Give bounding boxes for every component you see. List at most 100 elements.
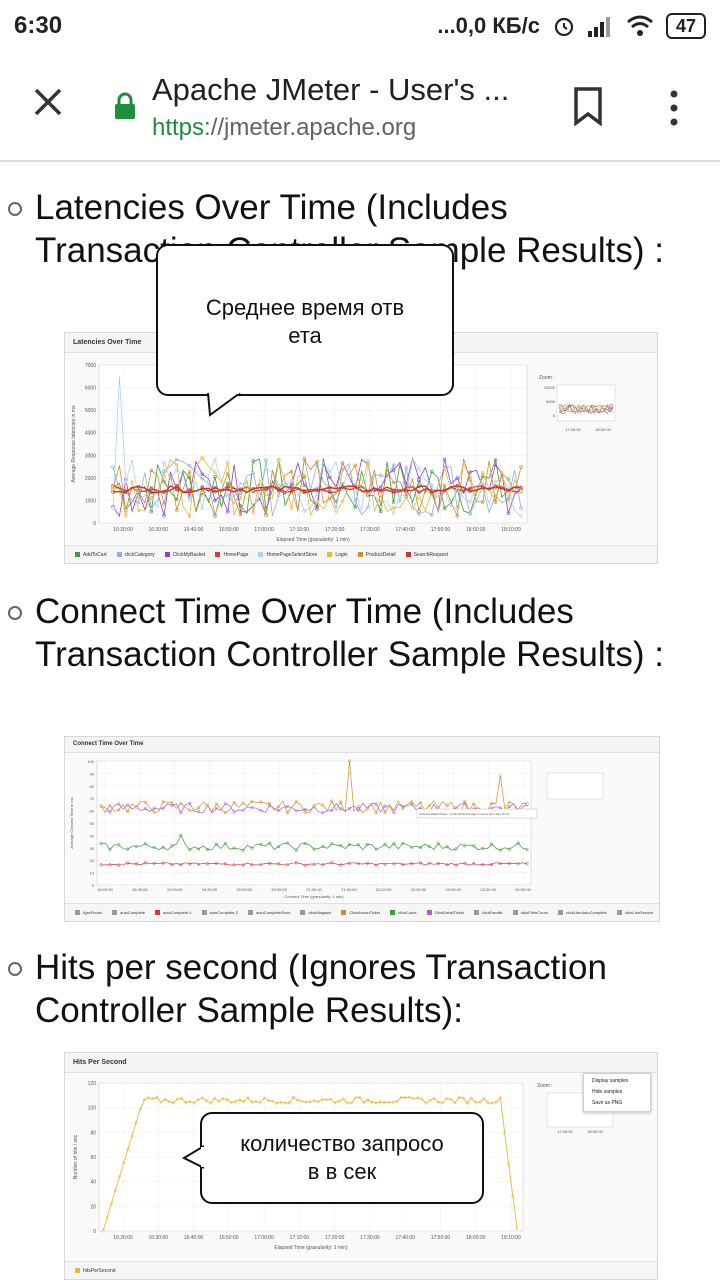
legend-item[interactable]: Login bbox=[327, 552, 348, 558]
page-title[interactable]: Apache JMeter - User's ... bbox=[152, 72, 510, 107]
x-tick-label: 16:50:00 bbox=[219, 1235, 239, 1241]
bubble-tail bbox=[182, 1145, 204, 1169]
series-line bbox=[112, 458, 522, 517]
zoom-y-tick: 5000 bbox=[546, 399, 556, 404]
legend-item[interactable]: autoComplete-1 bbox=[155, 910, 192, 916]
legend-item[interactable]: clickMagasin bbox=[300, 910, 332, 916]
legend-label: AddToCart bbox=[83, 552, 107, 558]
chart-context-menu: Display samples Hide samples Save as PNG bbox=[583, 1073, 651, 1112]
legend-item[interactable]: autoCompleteStore bbox=[247, 910, 290, 916]
legend-item[interactable]: AjaxFinder bbox=[75, 910, 102, 916]
legend-item[interactable]: clickLienAutoComplete bbox=[558, 910, 607, 916]
y-tick-label: 0 bbox=[93, 1229, 96, 1235]
legend-swatch bbox=[201, 910, 207, 916]
x-tick-label: 21:30:00 bbox=[341, 887, 357, 892]
legend-item[interactable]: HomePageSelectStore bbox=[258, 552, 317, 558]
legend-item[interactable]: ClickAnnonTicket bbox=[341, 910, 381, 916]
legend-swatch bbox=[247, 910, 253, 916]
legend-label: hitsPerSecond bbox=[83, 1268, 116, 1274]
chart-legend: AjaxFinder autoComplete autoComplete-1 auto… bbox=[65, 903, 659, 921]
x-tick-label: 17:30:00 bbox=[360, 527, 380, 533]
legend-label: clickFiltreCours bbox=[520, 910, 548, 915]
y-tick-label: 20 bbox=[90, 858, 95, 863]
legend-item[interactable]: HomePage bbox=[215, 552, 248, 558]
x-tick-label: 20:00:00 bbox=[237, 887, 253, 892]
more-menu-icon[interactable] bbox=[666, 88, 682, 128]
zoom-series-line bbox=[558, 403, 614, 415]
speech-bubble-hits: количество запросо в в сек bbox=[200, 1112, 484, 1204]
y-axis-label: Number of hits / sec bbox=[73, 1134, 79, 1179]
chart-title: Connect Time Over Time bbox=[65, 737, 659, 753]
legend-item[interactable]: clickCategory bbox=[116, 552, 155, 558]
legend-label: clickMagasin bbox=[308, 910, 332, 915]
lock-icon bbox=[115, 92, 135, 119]
x-tick-label: 23:00:00 bbox=[446, 887, 462, 892]
section-heading-latencies: Latencies Over Time (Includes Transactio… bbox=[35, 188, 664, 270]
section-heading-connect: Connect Time Over Time (Includes Transac… bbox=[35, 592, 664, 674]
menu-item-hide-samples[interactable]: Hide samples bbox=[592, 1089, 623, 1095]
y-tick-label: 30 bbox=[90, 846, 95, 851]
legend-item[interactable]: ProductDetail bbox=[357, 552, 396, 558]
connect-time-plot: 0 10 20 30 40 50 60 70 80 90 100 18:00:00 18:30:00 19… bbox=[69, 759, 604, 899]
connect-time-chart: Connect Time Over Time 0 10 20 30 40 50 60 70 80… bbox=[64, 736, 660, 922]
y-tick-label: 3000 bbox=[85, 453, 96, 459]
legend-item[interactable]: ClickMyBasket bbox=[164, 552, 205, 558]
list-bullet bbox=[8, 202, 22, 216]
y-tick-label: 50 bbox=[90, 821, 95, 826]
y-tick-label: 4000 bbox=[85, 431, 96, 437]
zoom-x-tick: 17:00:00 bbox=[565, 427, 581, 432]
legend-item[interactable]: autoComplete-2 bbox=[201, 910, 238, 916]
legend-swatch bbox=[258, 552, 264, 558]
legend-item[interactable]: AddToCart bbox=[75, 552, 107, 558]
y-axis-label: Average Connect Time in ms bbox=[69, 797, 74, 848]
y-tick-label: 100 bbox=[88, 1106, 97, 1112]
legend-item[interactable]: ClickDetailTicket bbox=[426, 910, 464, 916]
speech-bubble-latency: Среднее время отв ета bbox=[156, 244, 454, 396]
zoom-y-tick: 0 bbox=[553, 413, 556, 418]
legend-label: clickFamille bbox=[481, 910, 503, 915]
legend-item[interactable]: clickLienService bbox=[616, 910, 653, 916]
list-bullet bbox=[8, 962, 22, 976]
legend-swatch bbox=[116, 552, 122, 558]
y-tick-label: 40 bbox=[90, 833, 95, 838]
legend-item[interactable]: SearchRequest bbox=[405, 552, 448, 558]
x-axis-label: Connect Time (granularity: 1 min) bbox=[284, 894, 344, 899]
x-axis-label: Elapsed Time (granularity: 1 min) bbox=[276, 537, 350, 543]
status-time: 6:30 bbox=[14, 12, 63, 39]
legend-swatch bbox=[558, 910, 563, 916]
bubble-text: количество запросо в в сек bbox=[240, 1131, 444, 1184]
bubble-tail bbox=[207, 393, 241, 417]
chart-tooltip bbox=[416, 808, 538, 819]
section-heading-hits: Hits per second (Ignores Transaction Con… bbox=[35, 948, 607, 1030]
y-tick-label: 7000 bbox=[85, 363, 96, 369]
menu-item-save-png[interactable]: Save as PNG bbox=[592, 1100, 623, 1106]
close-icon[interactable] bbox=[30, 84, 66, 120]
bookmark-icon[interactable] bbox=[572, 86, 604, 126]
legend-swatch bbox=[390, 910, 396, 916]
series-line bbox=[112, 458, 522, 518]
page-url[interactable]: https://jmeter.apache.org bbox=[152, 114, 416, 142]
legend-item[interactable]: clickCours bbox=[390, 910, 417, 916]
y-tick-label: 0 bbox=[92, 883, 95, 888]
legend-item[interactable]: hitsPerSecond bbox=[75, 1268, 116, 1274]
legend-item[interactable]: clickFamille bbox=[473, 910, 503, 916]
legend-swatch bbox=[112, 910, 118, 916]
zoom-x-tick: 18:00:00 bbox=[595, 427, 611, 432]
x-tick-label: 21:00:00 bbox=[306, 887, 322, 892]
y-tick-label: 60 bbox=[90, 809, 95, 814]
menu-item-display-samples[interactable]: Display samples bbox=[592, 1078, 629, 1084]
legend-label: ClickDetailTicket bbox=[434, 910, 464, 915]
legend-label: ClickAnnonTicket bbox=[349, 910, 381, 915]
url-scheme: https bbox=[152, 114, 205, 141]
x-tick-label: 16:40:00 bbox=[184, 527, 204, 533]
y-tick-label: 40 bbox=[90, 1180, 96, 1186]
legend-item[interactable]: clickFiltreCours bbox=[512, 910, 548, 916]
legend-swatch bbox=[300, 910, 306, 916]
chart-title: Hits Per Second bbox=[65, 1053, 657, 1073]
legend-swatch bbox=[426, 910, 432, 916]
x-tick-label: 18:10:00 bbox=[501, 1235, 521, 1241]
legend-item[interactable]: autoComplete bbox=[112, 910, 145, 916]
x-tick-label: 17:00:00 bbox=[254, 527, 274, 533]
legend-label: autoComplete-1 bbox=[163, 910, 192, 915]
legend-swatch bbox=[327, 552, 333, 558]
